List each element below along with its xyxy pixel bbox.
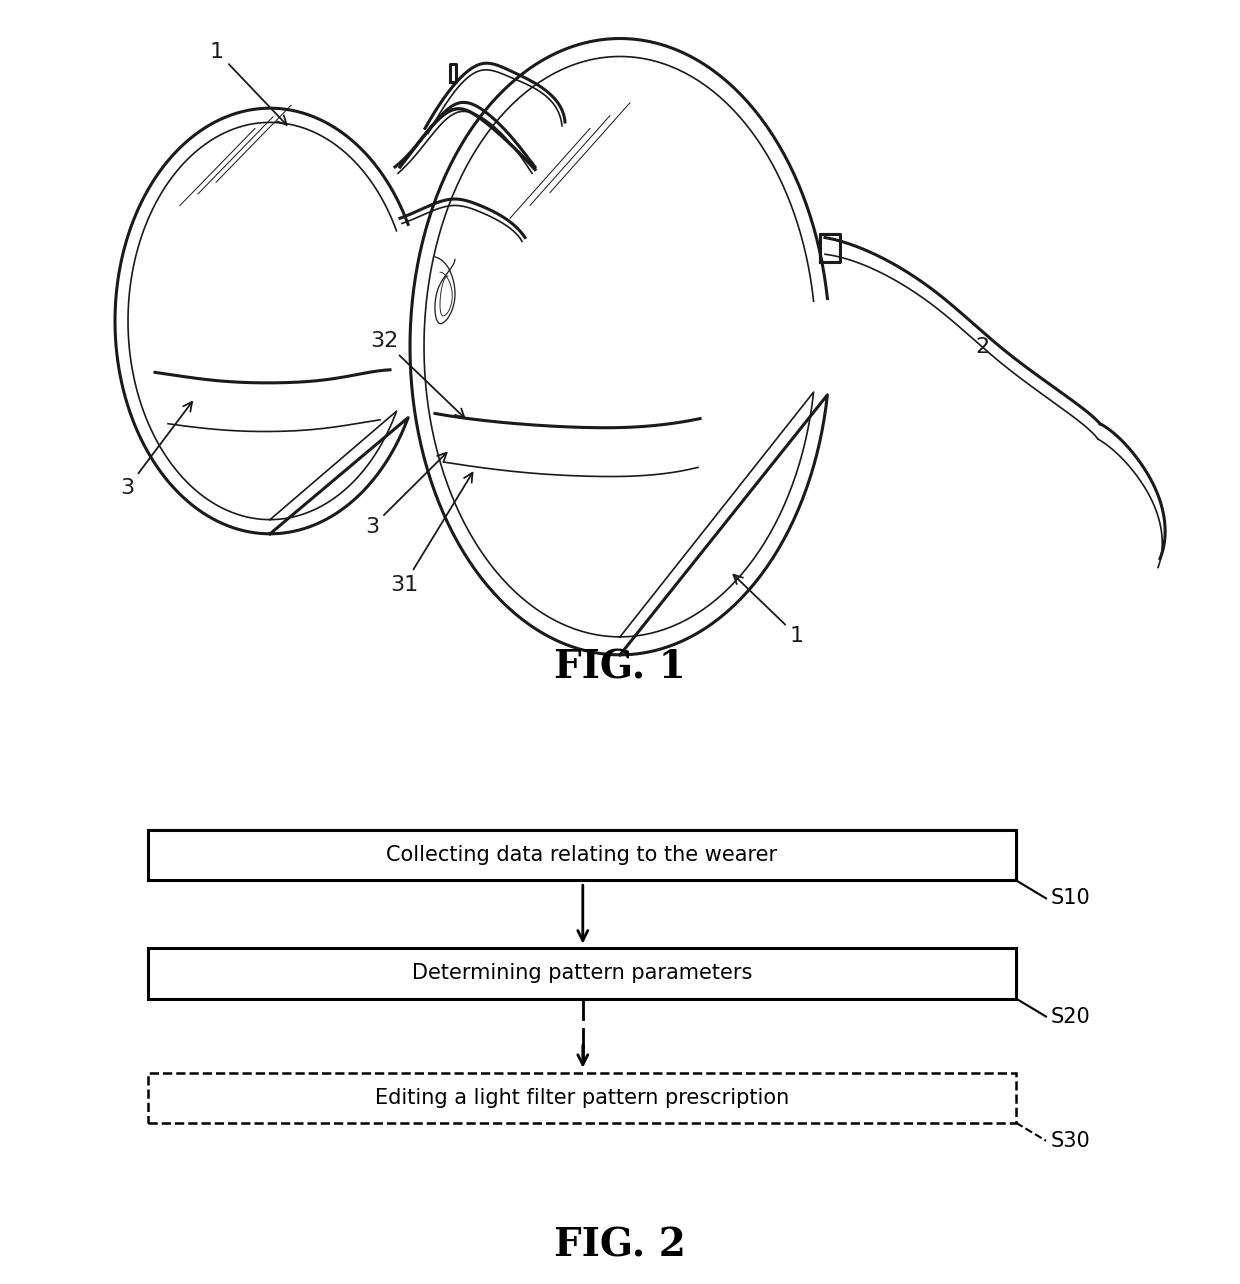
Text: 1: 1 [733,575,804,646]
Bar [148,831,1016,881]
Bar [148,949,1016,999]
Text: Collecting data relating to the wearer: Collecting data relating to the wearer [387,845,777,865]
Text: S30: S30 [1052,1131,1091,1150]
Bar [148,1072,1016,1122]
Text: FIG. 2: FIG. 2 [554,1228,686,1265]
Text: S20: S20 [1052,1007,1091,1026]
Text: 2: 2 [975,338,990,357]
Text: 1: 1 [210,42,286,125]
Text: 3: 3 [120,402,192,498]
Text: 32: 32 [370,331,465,417]
Text: 31: 31 [391,473,472,594]
Polygon shape [450,64,456,82]
Polygon shape [820,234,839,262]
Text: 3: 3 [365,453,446,537]
Text: Determining pattern parameters: Determining pattern parameters [412,963,753,984]
Text: Editing a light filter pattern prescription: Editing a light filter pattern prescript… [374,1088,789,1108]
Text: S10: S10 [1052,889,1091,908]
Text: FIG. 1: FIG. 1 [554,648,686,687]
